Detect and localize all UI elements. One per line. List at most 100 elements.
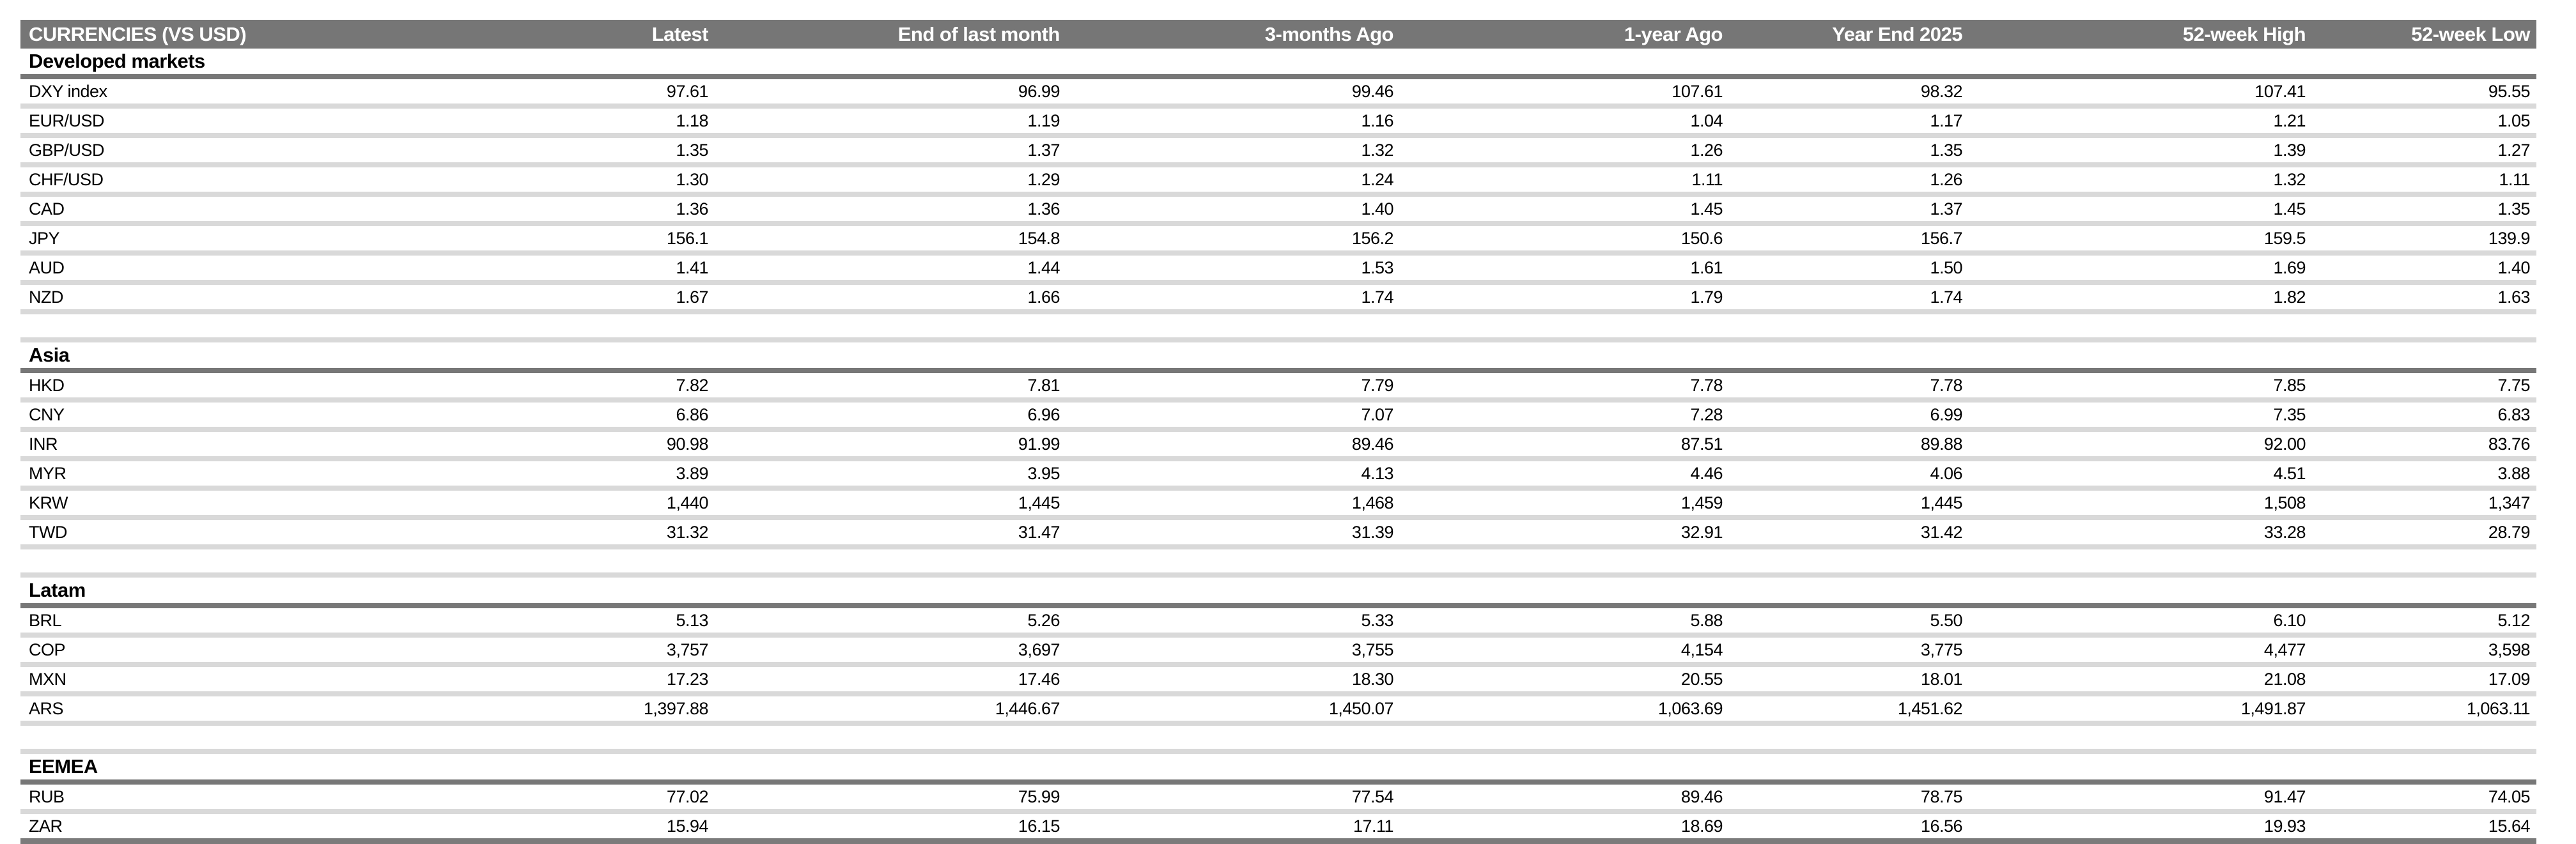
value-cell: 1.37 [1729, 194, 1969, 226]
value-cell: 17.46 [715, 664, 1066, 696]
value-cell: 5.50 [1729, 606, 1969, 638]
value-cell: 1.39 [1969, 135, 2312, 167]
currency-label: CAD [20, 194, 404, 226]
value-cell: 1.32 [1066, 135, 1400, 167]
currency-label: DXY index [20, 77, 404, 109]
value-cell: 87.51 [1400, 429, 1729, 461]
value-cell: 1.67 [404, 282, 715, 314]
table-row: MYR 3.89 3.95 4.13 4.46 4.06 4.51 3.88 [20, 459, 2536, 491]
value-cell: 7.78 [1729, 371, 1969, 403]
table-row: CNY 6.86 6.96 7.07 7.28 6.99 7.35 6.83 [20, 400, 2536, 432]
value-cell: 18.69 [1400, 811, 1729, 844]
currency-label: MXN [20, 664, 404, 696]
value-cell: 1.35 [2312, 194, 2536, 226]
section-header-row: Latam [20, 575, 2536, 608]
currency-label: KRW [20, 488, 404, 520]
section-spacer-row [20, 547, 2536, 578]
table-body: Developed markets DXY index 97.61 96.99 99.4… [20, 49, 2536, 844]
table-row: TWD 31.32 31.47 31.39 32.91 31.42 33.28 28.79 [20, 518, 2536, 549]
value-cell: 6.96 [715, 400, 1066, 432]
value-cell: 1.24 [1066, 165, 1400, 197]
value-cell: 1.53 [1066, 253, 1400, 285]
value-cell: 3,697 [715, 635, 1066, 667]
value-cell: 77.02 [404, 782, 715, 814]
table-title: CURRENCIES (VS USD) [20, 20, 404, 49]
value-cell: 1.18 [404, 106, 715, 138]
value-cell: 18.01 [1729, 664, 1969, 696]
value-cell: 16.15 [715, 811, 1066, 844]
value-cell: 7.28 [1400, 400, 1729, 432]
value-cell: 1,446.67 [715, 694, 1066, 726]
value-cell: 31.32 [404, 518, 715, 549]
currency-label: BRL [20, 606, 404, 638]
table-row: JPY 156.1 154.8 156.2 150.6 156.7 159.5 139.9 [20, 224, 2536, 256]
col-header-latest: Latest [404, 20, 715, 49]
currency-label: CHF/USD [20, 165, 404, 197]
table-row: AUD 1.41 1.44 1.53 1.61 1.50 1.69 1.40 [20, 253, 2536, 285]
section-spacer-row [20, 312, 2536, 342]
section-header-row: EEMEA [20, 751, 2536, 785]
value-cell: 97.61 [404, 77, 715, 109]
table-row: RUB 77.02 75.99 77.54 89.46 78.75 91.47 74.05 [20, 782, 2536, 814]
table-row: ARS 1,397.88 1,446.67 1,450.07 1,063.69 1,451… [20, 694, 2536, 726]
value-cell: 1.45 [1400, 194, 1729, 226]
value-cell: 7.81 [715, 371, 1066, 403]
value-cell: 1.44 [715, 253, 1066, 285]
table-row: EUR/USD 1.18 1.19 1.16 1.04 1.17 1.21 1.05 [20, 106, 2536, 138]
value-cell: 89.46 [1400, 782, 1729, 814]
value-cell: 31.42 [1729, 518, 1969, 549]
value-cell: 1.19 [715, 106, 1066, 138]
value-cell: 1,450.07 [1066, 694, 1400, 726]
currencies-table: CURRENCIES (VS USD) Latest End of last m… [20, 20, 2536, 844]
currency-label: TWD [20, 518, 404, 549]
currency-label: EUR/USD [20, 106, 404, 138]
value-cell: 1,397.88 [404, 694, 715, 726]
currency-label: ARS [20, 694, 404, 726]
value-cell: 1.36 [404, 194, 715, 226]
value-cell: 83.76 [2312, 429, 2536, 461]
value-cell: 3,775 [1729, 635, 1969, 667]
value-cell: 1.05 [2312, 106, 2536, 138]
value-cell: 1,347 [2312, 488, 2536, 520]
col-header-52-week-low: 52-week Low [2312, 20, 2536, 49]
table-row: INR 90.98 91.99 89.46 87.51 89.88 92.00 83.76 [20, 429, 2536, 461]
value-cell: 4.51 [1969, 459, 2312, 491]
value-cell: 15.64 [2312, 811, 2536, 844]
value-cell: 19.93 [1969, 811, 2312, 844]
currency-label: JPY [20, 224, 404, 256]
section-title: Latam [20, 575, 2536, 608]
value-cell: 1.35 [1729, 135, 1969, 167]
value-cell: 5.13 [404, 606, 715, 638]
value-cell: 4.46 [1400, 459, 1729, 491]
value-cell: 1,063.11 [2312, 694, 2536, 726]
section-title: EEMEA [20, 751, 2536, 785]
table-row: GBP/USD 1.35 1.37 1.32 1.26 1.35 1.39 1.27 [20, 135, 2536, 167]
value-cell: 1.40 [2312, 253, 2536, 285]
value-cell: 3,598 [2312, 635, 2536, 667]
value-cell: 4.13 [1066, 459, 1400, 491]
value-cell: 1.69 [1969, 253, 2312, 285]
value-cell: 1,491.87 [1969, 694, 2312, 726]
value-cell: 1.21 [1969, 106, 2312, 138]
value-cell: 98.32 [1729, 77, 1969, 109]
value-cell: 6.83 [2312, 400, 2536, 432]
value-cell: 3.95 [715, 459, 1066, 491]
value-cell: 77.54 [1066, 782, 1400, 814]
value-cell: 32.91 [1400, 518, 1729, 549]
table-row: DXY index 97.61 96.99 99.46 107.61 98.32 107.4… [20, 77, 2536, 109]
value-cell: 1,451.62 [1729, 694, 1969, 726]
value-cell: 1.11 [2312, 165, 2536, 197]
value-cell: 1.27 [2312, 135, 2536, 167]
value-cell: 1.40 [1066, 194, 1400, 226]
value-cell: 5.12 [2312, 606, 2536, 638]
value-cell: 17.23 [404, 664, 715, 696]
value-cell: 1.74 [1729, 282, 1969, 314]
table-row: HKD 7.82 7.81 7.79 7.78 7.78 7.85 7.75 [20, 371, 2536, 403]
section-spacer-cell [20, 312, 2536, 342]
value-cell: 91.99 [715, 429, 1066, 461]
table-row: ZAR 15.94 16.15 17.11 18.69 16.56 19.93 15.64 [20, 811, 2536, 844]
value-cell: 89.46 [1066, 429, 1400, 461]
currency-label: RUB [20, 782, 404, 814]
value-cell: 1.82 [1969, 282, 2312, 314]
currency-label: AUD [20, 253, 404, 285]
